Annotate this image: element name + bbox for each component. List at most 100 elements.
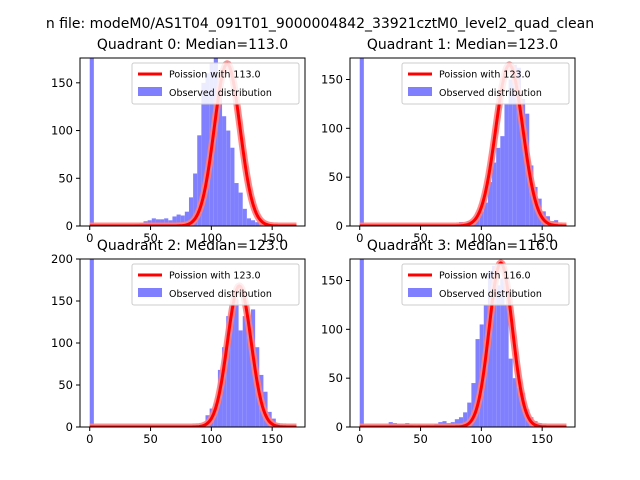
legend-patch-swatch (138, 87, 162, 96)
y-tick-label: 150 (51, 294, 73, 308)
x-tick-label: 150 (261, 231, 283, 245)
histogram-bar (463, 412, 468, 427)
histogram-bar (238, 192, 243, 226)
histogram-bar (496, 285, 501, 427)
quadrant-1-chart: 0 50 100 150 0 50 100 150 Quadrant 1: Median=123… (321, 37, 576, 245)
histogram-bar (234, 183, 239, 226)
x-tick-label: 100 (470, 432, 492, 446)
histogram-bar (516, 67, 521, 226)
histogram-bar (500, 278, 505, 427)
x-tick-label: 50 (413, 231, 428, 245)
quadrant-3-legend: Poission with 116.0 Observed distribution (401, 263, 570, 306)
histogram-bar (467, 402, 472, 427)
quadrant-3-title: Quadrant 3: Median=116.0 (367, 238, 558, 254)
histogram-bar (176, 214, 181, 226)
y-tick-label: 0 (66, 420, 73, 434)
legend-patch-swatch (408, 87, 432, 96)
histogram-bar (205, 73, 210, 226)
y-tick-label: 150 (51, 76, 73, 90)
quadrant-1-legend: Poission with 123.0 Observed distribution (401, 62, 570, 105)
legend-label-poisson: Poission with 123.0 (169, 271, 261, 282)
quadrant-0-poisson (87, 60, 299, 226)
histogram-bar (238, 330, 243, 427)
axes-frame (79, 57, 306, 227)
poisson-curve (89, 62, 297, 226)
histogram-bar (471, 383, 476, 427)
legend-label-observed: Observed distribution (439, 289, 542, 300)
histogram-bar (222, 116, 227, 226)
y-tick-label: 50 (328, 170, 343, 184)
legend-label-observed: Observed distribution (439, 88, 542, 99)
histogram-bar (504, 304, 509, 427)
histogram-bar (521, 99, 526, 226)
x-tick-label: 150 (261, 432, 283, 446)
histogram-bar (483, 202, 488, 226)
histogram-bar (492, 265, 497, 427)
histogram-bar (180, 215, 185, 226)
y-tick-label: 50 (58, 378, 73, 392)
y-tick-label: 100 (51, 336, 73, 350)
y-tick-label: 50 (58, 171, 73, 185)
histogram-bar (512, 64, 517, 226)
histogram-bar (226, 316, 231, 427)
histogram-bar (504, 103, 509, 226)
histogram-bar (492, 162, 497, 226)
x-tick-label: 0 (356, 231, 363, 245)
y-tick-label: 50 (328, 371, 343, 385)
x-tick-label: 100 (200, 231, 222, 245)
x-tick-label: 50 (143, 231, 158, 245)
poisson-curve-halo (87, 282, 299, 427)
legend-box (131, 62, 300, 105)
histogram-bar (89, 259, 94, 427)
legend-label-poisson: Poission with 116.0 (439, 271, 531, 282)
histogram-bar (164, 218, 169, 226)
histogram-bar (151, 218, 156, 226)
quadrant-1-title: Quadrant 1: Median=123.0 (367, 37, 558, 53)
y-tick-label: 200 (51, 252, 73, 266)
y-tick-label: 150 (321, 72, 343, 86)
histogram-bar (226, 130, 231, 226)
y-tick-label: 150 (321, 273, 343, 287)
histogram-bar (242, 208, 247, 226)
histogram-bar (251, 220, 256, 226)
histogram-bar (184, 211, 189, 226)
histogram-bar (246, 319, 251, 427)
y-tick-label: 0 (336, 420, 343, 434)
histogram-bar (475, 339, 480, 427)
legend-patch-swatch (138, 288, 162, 297)
quadrant-2-legend: Poission with 123.0 Observed distribution (131, 263, 300, 306)
x-tick-label: 0 (86, 231, 93, 245)
quadrant-2-title: Quadrant 2: Median=123.0 (97, 238, 288, 254)
legend-label-observed: Observed distribution (169, 289, 272, 300)
x-tick-label: 0 (86, 432, 93, 446)
histogram-bar (458, 417, 464, 427)
histogram-bar (500, 136, 505, 226)
histogram-bar (475, 218, 480, 226)
histogram-bar (242, 316, 247, 427)
histogram-bar (230, 305, 235, 427)
legend-box (401, 62, 570, 105)
histogram-bar (508, 358, 513, 427)
y-tick-label: 0 (66, 219, 73, 233)
histogram-bar (479, 211, 484, 226)
y-tick-label: 100 (51, 124, 73, 138)
x-tick-label: 100 (200, 432, 222, 446)
histogram-bar (230, 147, 235, 226)
histogram-bar (487, 182, 493, 226)
x-tick-label: 50 (413, 432, 428, 446)
x-tick-label: 50 (143, 432, 158, 446)
histogram-bar (496, 147, 501, 226)
histogram-bar (255, 222, 260, 226)
histogram-bar (222, 347, 227, 427)
poisson-curve (359, 261, 567, 427)
histogram-bar (172, 216, 177, 226)
histogram-bar (516, 387, 521, 427)
quadrant-0-chart: 0 50 100 150 0 50 100 150 Quadrant 0: Median=113… (51, 37, 306, 245)
x-tick-label: 0 (356, 432, 363, 446)
histogram-bar (201, 82, 206, 226)
y-tick-label: 100 (321, 322, 343, 336)
legend-label-poisson: Poission with 113.0 (169, 70, 261, 81)
legend-box (401, 263, 570, 306)
quadrant-2-chart: 0 50 100 150 0 50 100 150 200 Quadrant 2: Median=… (51, 238, 306, 446)
